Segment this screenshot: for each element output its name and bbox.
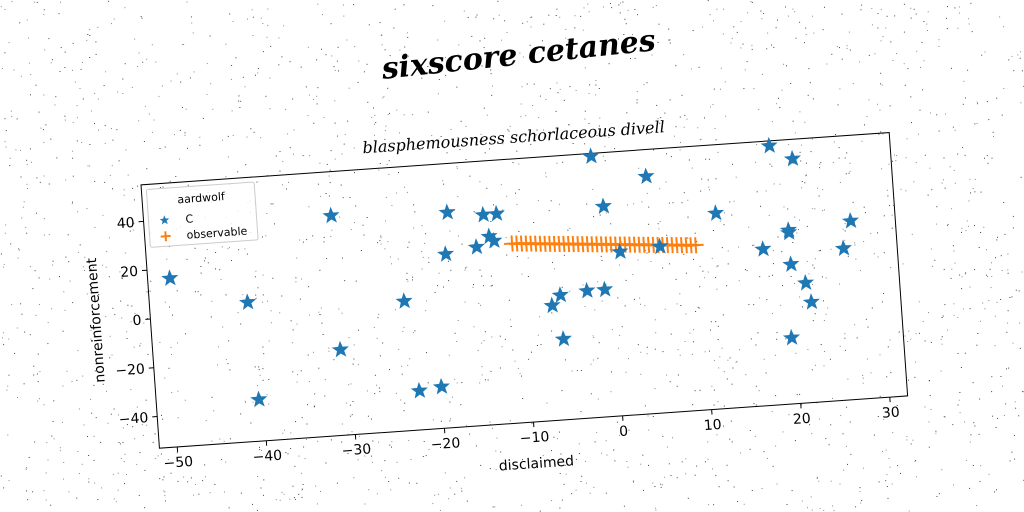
c-point: [438, 203, 456, 221]
y-tick-label: 40: [116, 215, 135, 232]
x-tick-label: −40: [252, 448, 283, 466]
x-tick-label: 30: [881, 404, 900, 421]
c-point: [410, 381, 428, 399]
c-point: [834, 239, 852, 257]
legend-label-observable: observable: [186, 225, 248, 242]
c-point: [474, 205, 492, 223]
c-point: [161, 269, 179, 287]
c-point: [783, 149, 801, 167]
c-point: [250, 390, 268, 408]
c-point: [841, 212, 859, 229]
c-point: [331, 340, 349, 358]
c-point: [651, 237, 669, 255]
c-point: [395, 292, 413, 309]
c-point: [578, 281, 596, 299]
c-point: [594, 197, 612, 215]
c-point: [436, 245, 455, 262]
c-point: [322, 206, 340, 224]
c-point: [780, 223, 798, 241]
legend-marker-c: [159, 215, 170, 225]
x-tick-label: −10: [519, 429, 550, 447]
x-tick-label: 20: [792, 411, 811, 428]
x-tick-label: 10: [703, 417, 722, 434]
c-point: [432, 377, 450, 395]
y-axis-label: nonreinforcement: [84, 257, 109, 383]
c-point: [582, 147, 600, 165]
c-point: [543, 296, 561, 314]
c-point: [802, 293, 820, 310]
y-tick-label: 20: [120, 264, 139, 281]
x-tick-label: −20: [430, 435, 461, 453]
c-point: [467, 238, 485, 255]
y-tick-label: −40: [118, 410, 149, 428]
legend-label-c: C: [185, 212, 194, 226]
y-tick-label: −20: [115, 361, 146, 379]
c-point: [782, 328, 801, 346]
c-point: [487, 204, 505, 222]
c-point: [551, 286, 569, 303]
c-point: [596, 280, 614, 298]
c-point: [611, 242, 629, 260]
legend-title: aardwolf: [177, 190, 226, 206]
c-point: [754, 240, 772, 257]
c-point: [796, 273, 815, 291]
x-axis-label: disclaimed: [498, 453, 574, 474]
x-tick-label: 0: [619, 423, 629, 440]
c-point: [637, 167, 655, 185]
c-point: [782, 255, 800, 273]
x-tick-label: −30: [341, 441, 372, 459]
c-point: [760, 136, 778, 154]
legend-marker-observable: [160, 231, 171, 242]
x-tick-label: −50: [163, 454, 194, 472]
legend-box: [145, 181, 259, 248]
observable-point: [687, 237, 704, 254]
y-tick-label: 0: [132, 313, 142, 330]
c-point: [554, 330, 572, 347]
c-point: [238, 293, 257, 311]
c-point: [485, 232, 503, 249]
c-point: [707, 204, 725, 221]
